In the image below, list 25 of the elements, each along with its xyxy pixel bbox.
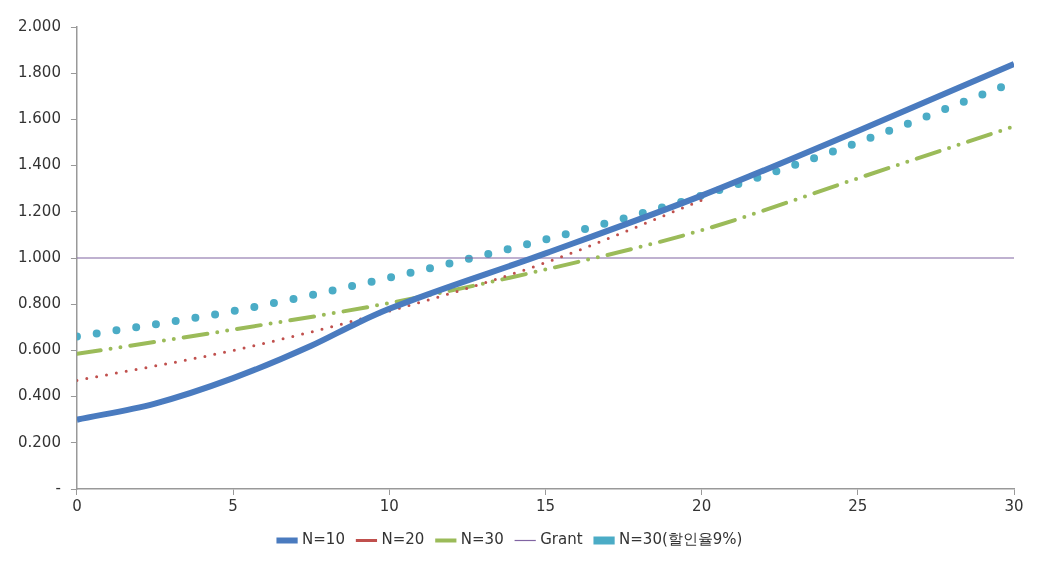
y-tick-label: 1.600 xyxy=(17,109,61,128)
y-tick-label: - xyxy=(55,478,61,497)
y-tick-label: 0.600 xyxy=(17,340,61,359)
legend-label: N=20 xyxy=(381,530,425,549)
legend-label: N=10 xyxy=(302,530,345,549)
y-tick-label: 0.800 xyxy=(17,294,61,313)
x-tick-label: 10 xyxy=(379,496,399,515)
line-series xyxy=(76,124,1014,356)
y-tick-label: 1.200 xyxy=(17,201,61,220)
legend-label: Grant xyxy=(540,530,583,549)
x-tick-label: 5 xyxy=(228,496,238,515)
y-tick-label: 1.000 xyxy=(17,247,61,266)
y-tick-label: 1.400 xyxy=(17,155,61,174)
legend-label: N=30 xyxy=(460,530,504,549)
x-tick-label: 0 xyxy=(72,496,82,515)
y-tick-label: 0.200 xyxy=(17,432,61,451)
x-tick-label: 25 xyxy=(848,496,868,515)
line-series xyxy=(76,198,704,382)
y-tick-label: 1.800 xyxy=(17,63,61,82)
y-tick-label: 2.000 xyxy=(17,16,61,35)
x-tick-label: 30 xyxy=(1004,496,1024,515)
x-tick-label: 20 xyxy=(692,496,712,515)
y-tick-label: 0.400 xyxy=(17,386,61,405)
x-tick-label: 15 xyxy=(535,496,556,515)
legend-label: N=30(할인율9%) xyxy=(619,530,743,549)
